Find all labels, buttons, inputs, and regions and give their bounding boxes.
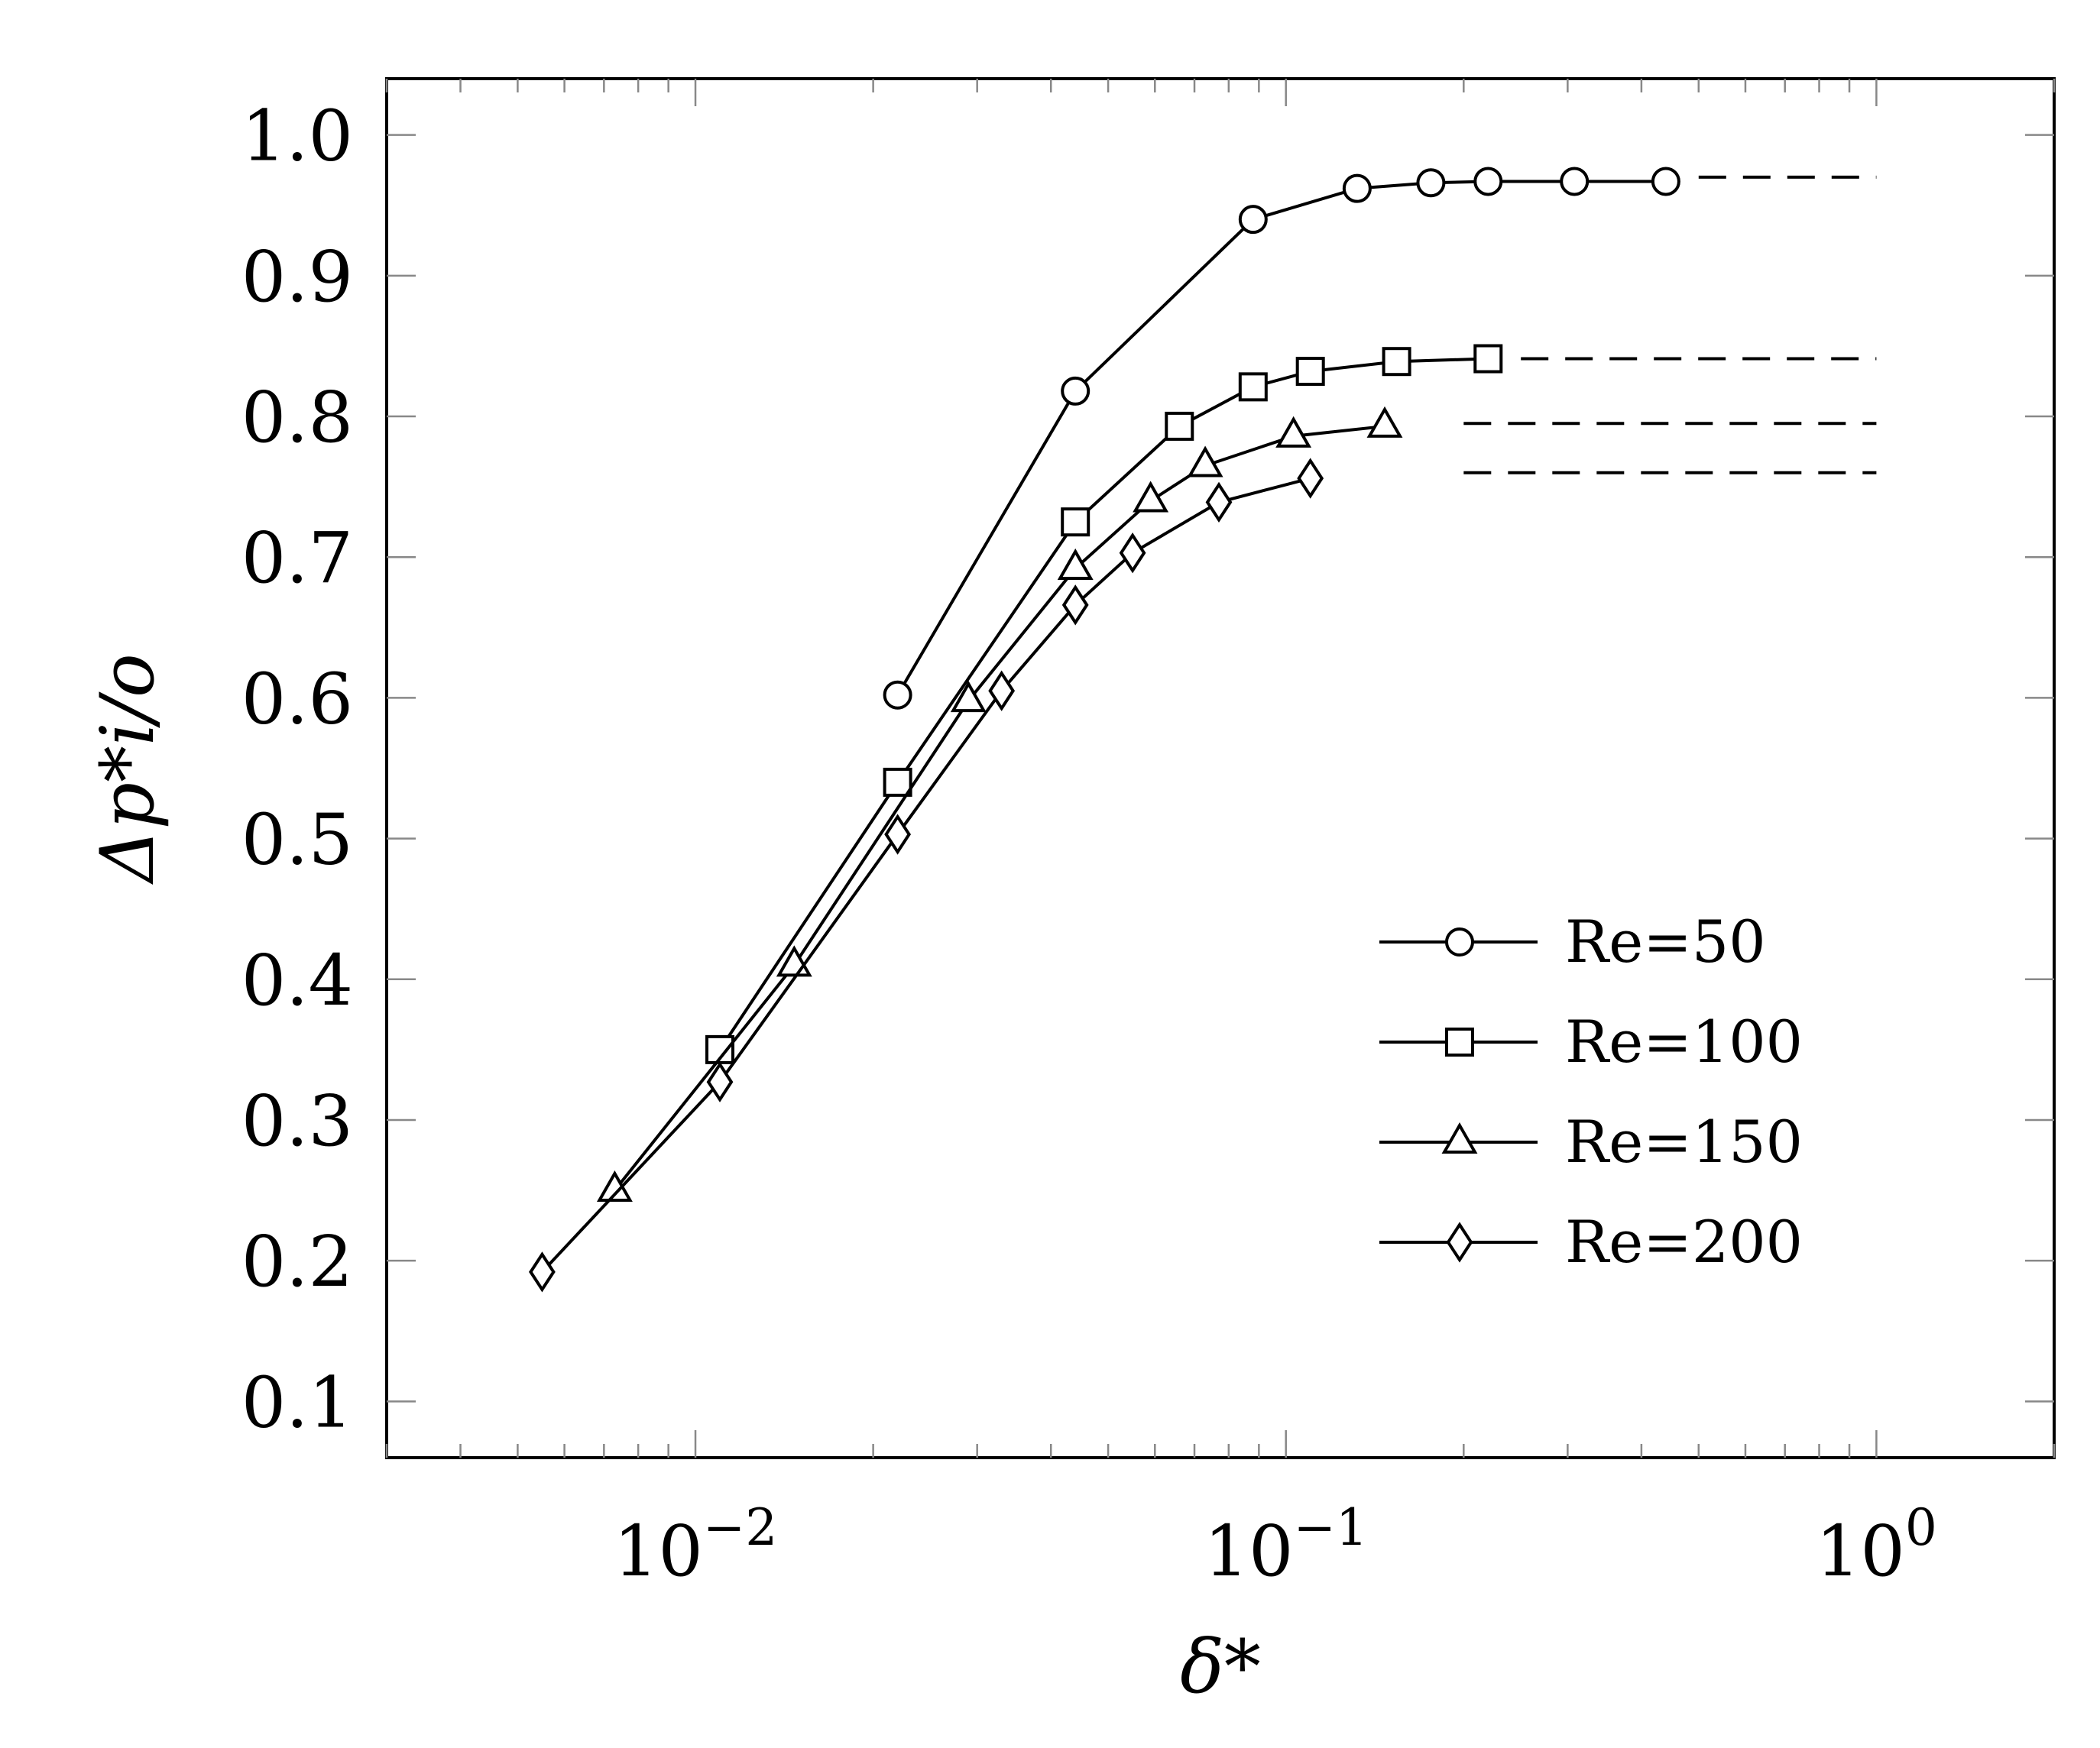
data-point-re-50 <box>1651 167 1680 196</box>
data-point-re-50 <box>1061 376 1091 406</box>
data-point-re-200 <box>1205 481 1233 523</box>
data-point-re-200 <box>706 1061 734 1102</box>
x-tick-label: 10−2 <box>614 1498 777 1592</box>
y-tick-label: 0.3 <box>241 1080 353 1162</box>
plot-area <box>385 77 2056 1459</box>
data-point-re-50 <box>1473 167 1503 196</box>
data-point-re-100 <box>1295 357 1325 387</box>
legend-label-re-200: Re=200 <box>1565 1208 1803 1276</box>
data-point-re-50 <box>1238 205 1268 235</box>
legend-label-re-150: Re=150 <box>1565 1108 1803 1176</box>
y-tick-label: 0.1 <box>241 1361 353 1443</box>
legend-marker-re-200 <box>1446 1222 1473 1263</box>
y-axis-title-group: Δp*i/o <box>85 653 170 885</box>
y-tick-label: 0.9 <box>241 236 353 318</box>
series-layer <box>529 167 1680 1293</box>
data-point-re-150 <box>1187 445 1223 477</box>
data-point-re-50 <box>1560 167 1590 196</box>
legend-marker-re-150 <box>1441 1122 1478 1154</box>
data-point-re-150 <box>1133 481 1169 513</box>
data-point-re-100 <box>883 767 912 797</box>
legend: Re=50 Re=100 Re=150 Re=200 <box>1379 908 1803 1276</box>
legend-marker-re-100 <box>1445 1028 1474 1057</box>
data-point-re-200 <box>529 1251 556 1293</box>
y-axis-title: Δp*i/o <box>85 653 170 885</box>
data-point-re-100 <box>1473 344 1503 374</box>
x-tick-label: 100 <box>1816 1498 1937 1592</box>
data-point-re-100 <box>1061 507 1091 537</box>
data-point-re-150 <box>1366 406 1403 438</box>
x-tick-label: 10−1 <box>1204 1498 1368 1592</box>
y-tick-label: 1.0 <box>241 95 353 177</box>
data-point-re-200 <box>988 670 1016 711</box>
data-point-re-200 <box>884 814 911 855</box>
reference-lines <box>1463 175 1877 474</box>
data-point-re-150 <box>950 681 987 713</box>
major-ticks <box>387 79 2054 1458</box>
legend-label-re-100: Re=100 <box>1565 1008 1803 1076</box>
y-tick-label: 0.2 <box>241 1221 353 1303</box>
data-point-re-200 <box>1061 584 1089 626</box>
y-tick-label: 0.8 <box>241 377 353 458</box>
data-point-re-200 <box>1119 532 1146 574</box>
y-tick-label: 0.5 <box>241 799 353 881</box>
legend-marker-re-50 <box>1445 927 1474 957</box>
x-axis-title: δ* <box>1180 1624 1261 1710</box>
legend-label-re-50: Re=50 <box>1565 908 1766 976</box>
tick-labels: 10−2 10−1 100 0.1 0.2 0.3 0.4 0.5 0.6 0.7 0.8 0.9 1.… <box>241 95 1937 1592</box>
series-line-re-200 <box>540 477 1311 1274</box>
y-tick-label: 0.4 <box>241 940 353 1021</box>
data-point-re-50 <box>883 680 912 710</box>
data-point-re-50 <box>1416 168 1446 198</box>
data-point-re-50 <box>1342 173 1372 203</box>
data-point-re-150 <box>1057 548 1094 580</box>
series-line-re-150 <box>613 424 1385 1192</box>
data-point-re-200 <box>1297 458 1324 499</box>
y-tick-label: 0.7 <box>241 517 353 599</box>
minor-ticks <box>385 79 2056 1458</box>
data-point-re-100 <box>1165 411 1194 441</box>
y-tick-label: 0.6 <box>241 658 353 740</box>
data-point-re-150 <box>1275 416 1312 448</box>
data-point-re-100 <box>1382 347 1411 377</box>
data-point-re-100 <box>1238 372 1268 402</box>
